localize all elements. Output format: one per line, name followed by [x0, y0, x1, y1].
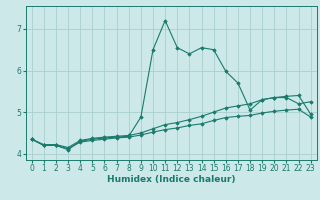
- X-axis label: Humidex (Indice chaleur): Humidex (Indice chaleur): [107, 175, 236, 184]
